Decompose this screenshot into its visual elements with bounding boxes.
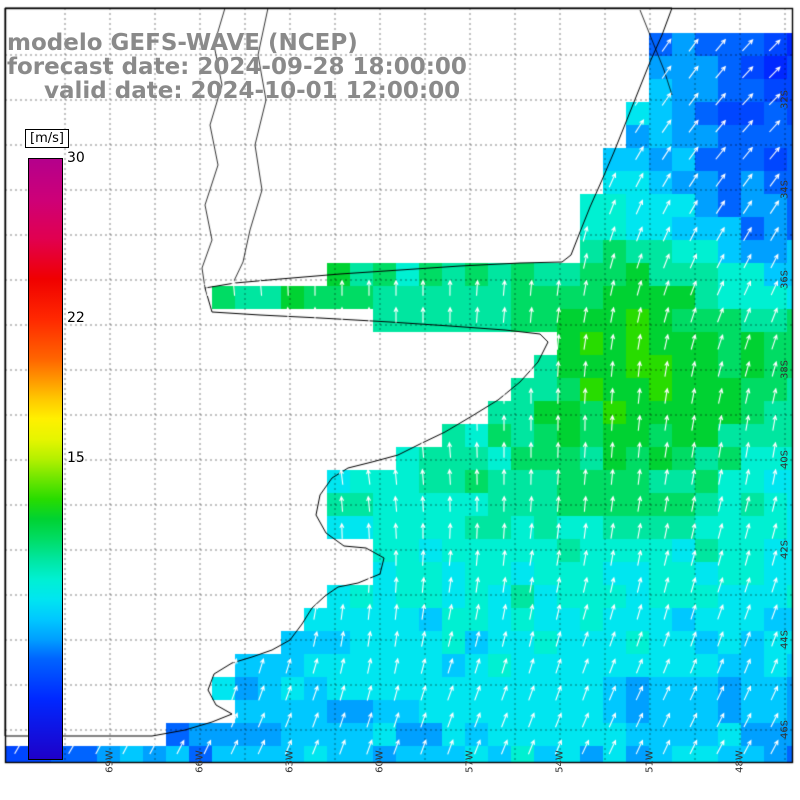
lon-tick-label: 51W — [644, 750, 656, 773]
lat-tick-label: 42S — [779, 539, 791, 560]
lon-tick-label: 66W — [194, 750, 206, 773]
colorbar-unit-label: [m/s] — [25, 129, 69, 148]
lon-tick-label: 60W — [374, 750, 386, 773]
lat-tick-label: 32S — [779, 89, 791, 110]
lat-tick-label: 40S — [779, 449, 791, 470]
forecast-date-label: forecast date: 2024-09-28 18:00:00 — [7, 54, 467, 80]
model-name-title: modelo GEFS-WAVE (NCEP) — [7, 30, 358, 56]
lat-tick-label: 46S — [779, 719, 791, 740]
lat-tick-label: 38S — [779, 359, 791, 380]
lon-tick-label: 54W — [554, 750, 566, 773]
lat-tick-label: 36S — [779, 269, 791, 290]
colorbar-tick-label: 30 — [67, 150, 85, 166]
lon-tick-label: 57W — [464, 750, 476, 773]
lon-tick-label: 69W — [104, 750, 116, 773]
lon-tick-label: 63W — [284, 750, 296, 773]
colorbar — [28, 158, 63, 760]
valid-date-label: valid date: 2024-10-01 12:00:00 — [44, 78, 461, 104]
colorbar-tick-label: 15 — [67, 450, 85, 466]
colorbar-tick-label: 22 — [67, 310, 85, 326]
lon-tick-label: 48W — [734, 750, 746, 773]
lat-tick-label: 34S — [779, 179, 791, 200]
lat-tick-label: 44S — [779, 629, 791, 650]
